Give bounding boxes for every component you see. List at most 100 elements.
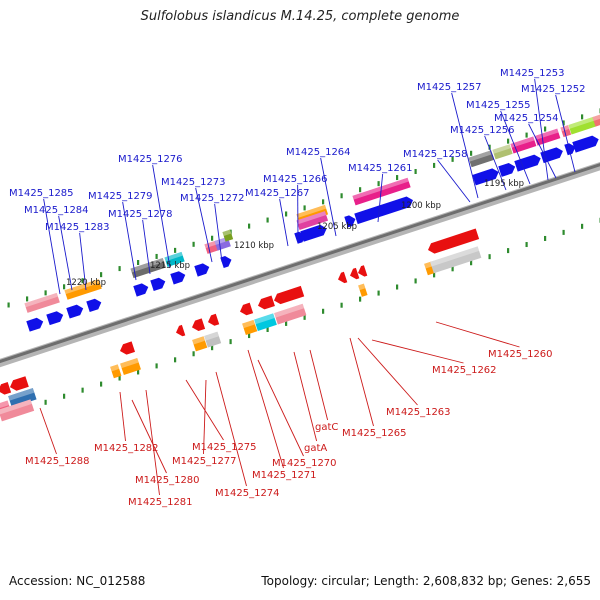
- tick-dot: [248, 333, 251, 339]
- tick-dot: [192, 351, 195, 357]
- tick-dot: [100, 381, 103, 387]
- tick-dot: [359, 187, 362, 193]
- cds-shape: [10, 376, 29, 391]
- scale-label: 1220 kbp: [66, 278, 106, 288]
- label-connector: [119, 391, 126, 442]
- forward-cds: [354, 196, 414, 225]
- tick-dot: [581, 223, 584, 229]
- feature-shape: [130, 258, 166, 279]
- tick-dot: [488, 144, 491, 150]
- gene-label-forward: M1425_1264: [286, 147, 351, 158]
- forward-cds: [220, 256, 232, 269]
- gene-label-reverse: gatA: [304, 443, 327, 454]
- annotation-bar: [254, 313, 277, 332]
- feature-shape: [192, 336, 208, 352]
- map-title: Sulfolobus islandicus M.14.25, complete …: [140, 9, 460, 24]
- tick-dot: [433, 162, 436, 168]
- forward-cds: [514, 154, 541, 172]
- gene-label-forward: M1425_1256: [450, 125, 515, 136]
- cds-shape: [540, 147, 563, 164]
- tick-dot: [303, 205, 306, 211]
- annotation-bar: [592, 113, 600, 127]
- reverse-cds: [192, 318, 206, 332]
- tick-dot: [414, 278, 417, 284]
- annotation-bar: [430, 246, 482, 274]
- feature-shape: [560, 125, 572, 138]
- tick-dot: [7, 302, 10, 308]
- feature-shape: [510, 136, 537, 154]
- label-connector: [500, 110, 531, 185]
- feature-shape: [0, 399, 35, 422]
- label-connector: [451, 92, 479, 199]
- feature-gloss: [0, 399, 32, 415]
- feature-gloss: [204, 331, 219, 341]
- cds-shape: [46, 311, 64, 326]
- label-connector: [435, 321, 520, 348]
- cds-shape: [258, 295, 275, 310]
- gene-label-reverse: M1425_1263: [386, 407, 451, 418]
- gene-label-reverse: M1425_1281: [128, 497, 193, 508]
- cds-shape: [344, 215, 356, 228]
- feature-shape: [8, 388, 37, 408]
- feature-gloss: [0, 400, 10, 409]
- label-connector: [357, 337, 418, 406]
- gene-label-forward: M1425_1252: [521, 84, 586, 95]
- annotation-bar: [110, 364, 122, 379]
- cds-shape: [358, 265, 368, 277]
- scale-label: 1210 kbp: [234, 241, 274, 251]
- reverse-cds: [208, 313, 220, 326]
- annotation-bar: [560, 125, 572, 138]
- gene-label-reverse: M1425_1277: [172, 456, 237, 467]
- gene-label-forward: M1425_1279: [88, 191, 153, 202]
- feature-gloss: [358, 283, 366, 291]
- tick-dot: [285, 320, 288, 326]
- feature-gloss: [192, 336, 206, 345]
- cds-shape: [120, 341, 136, 355]
- annotation-bar: [242, 319, 258, 335]
- gene-label-reverse: M1425_1265: [342, 428, 407, 439]
- tick-dot: [562, 229, 565, 235]
- reverse-cds: [176, 324, 186, 337]
- feature-gloss: [274, 303, 305, 318]
- cds-shape: [572, 135, 599, 153]
- tick-dot: [211, 345, 214, 351]
- forward-cds: [344, 215, 356, 228]
- annotation-bar: [358, 283, 368, 297]
- gene-label-reverse: M1425_1260: [488, 349, 553, 360]
- cds-shape: [66, 304, 84, 319]
- feature-gloss: [164, 251, 183, 262]
- tick-dot: [525, 242, 528, 248]
- cds-shape: [26, 317, 44, 332]
- feature-gloss: [296, 204, 327, 218]
- forward-cds: [300, 224, 327, 242]
- feature-gloss: [24, 292, 58, 308]
- feature-gloss: [8, 388, 35, 401]
- feature-gloss: [296, 211, 327, 225]
- forward-cds: [26, 317, 44, 332]
- annotation-bar: [352, 177, 411, 206]
- feature-shape: [352, 177, 411, 206]
- genome-backbone: [0, 161, 600, 368]
- tick-dot: [266, 326, 269, 332]
- cds-shape: [220, 256, 232, 269]
- annotation-bar: [204, 331, 222, 348]
- annotation-bar: [120, 357, 141, 375]
- feature-shape: [120, 357, 141, 375]
- forward-cds: [540, 147, 563, 164]
- gene-label-reverse: gatC: [315, 422, 338, 433]
- tick-dot: [118, 266, 121, 272]
- cds-shape: [300, 224, 327, 242]
- reverse-cds: [428, 228, 480, 254]
- cds-shape: [350, 267, 360, 280]
- feature-shape: [110, 364, 122, 379]
- cds-shape: [176, 324, 186, 337]
- cds-shape: [133, 283, 149, 297]
- tick-dot: [174, 247, 177, 253]
- feature-shape: [468, 150, 495, 168]
- label-connector: [309, 349, 329, 421]
- cds-shape: [194, 263, 210, 277]
- gene-label-forward: M1425_1255: [466, 100, 531, 111]
- feature-shape: [254, 313, 277, 332]
- gene-label-reverse: M1425_1271: [252, 470, 317, 481]
